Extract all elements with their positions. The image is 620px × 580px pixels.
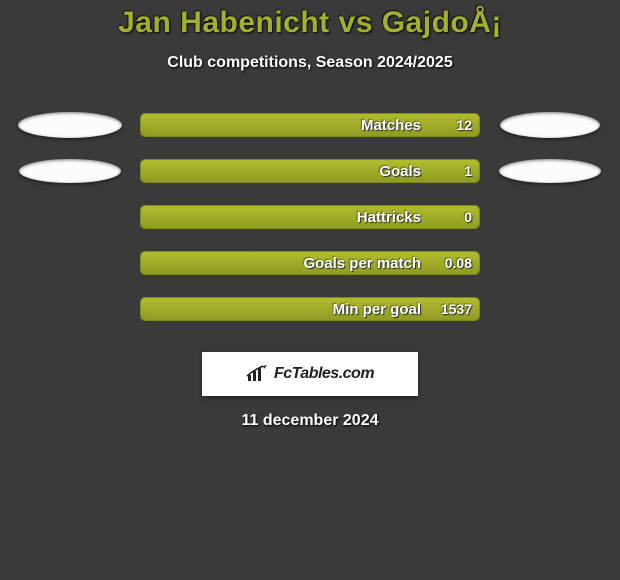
stat-row: Goals per match 0.08 bbox=[0, 240, 620, 286]
stat-row: Goals 1 bbox=[0, 148, 620, 194]
player-slot-left bbox=[18, 112, 122, 138]
player-slot-left bbox=[19, 159, 121, 183]
stat-row: Min per goal 1537 bbox=[0, 286, 620, 332]
player-slot-right bbox=[499, 159, 601, 183]
stat-value: 0 bbox=[464, 206, 472, 228]
subtitle: Club competitions, Season 2024/2025 bbox=[0, 54, 620, 72]
stat-bar: Matches 12 bbox=[140, 113, 480, 137]
stat-bar: Min per goal 1537 bbox=[140, 297, 480, 321]
stat-value: 1537 bbox=[441, 298, 472, 320]
stat-row: Hattricks 0 bbox=[0, 194, 620, 240]
stat-value: 1 bbox=[464, 160, 472, 182]
stat-bar: Hattricks 0 bbox=[140, 205, 480, 229]
stat-bar: Goals per match 0.08 bbox=[140, 251, 480, 275]
stat-label: Hattricks bbox=[141, 206, 421, 228]
stat-row: Matches 12 bbox=[0, 102, 620, 148]
stat-label: Matches bbox=[141, 114, 421, 136]
fctables-logo: FcTables.com bbox=[202, 352, 418, 396]
player-slot-right bbox=[500, 112, 600, 138]
stat-value: 12 bbox=[456, 114, 472, 136]
bar-chart-icon bbox=[246, 365, 268, 383]
stats-chart: Matches 12 Goals 1 Hattricks 0 Goals per match… bbox=[0, 102, 620, 332]
page-title: Jan Habenicht vs GajdoÅ¡ bbox=[0, 6, 620, 40]
stat-label: Min per goal bbox=[141, 298, 421, 320]
stat-value: 0.08 bbox=[445, 252, 472, 274]
stat-label: Goals bbox=[141, 160, 421, 182]
stat-label: Goals per match bbox=[141, 252, 421, 274]
stat-bar: Goals 1 bbox=[140, 159, 480, 183]
date-text: 11 december 2024 bbox=[0, 412, 620, 430]
logo-text: FcTables.com bbox=[274, 365, 374, 383]
